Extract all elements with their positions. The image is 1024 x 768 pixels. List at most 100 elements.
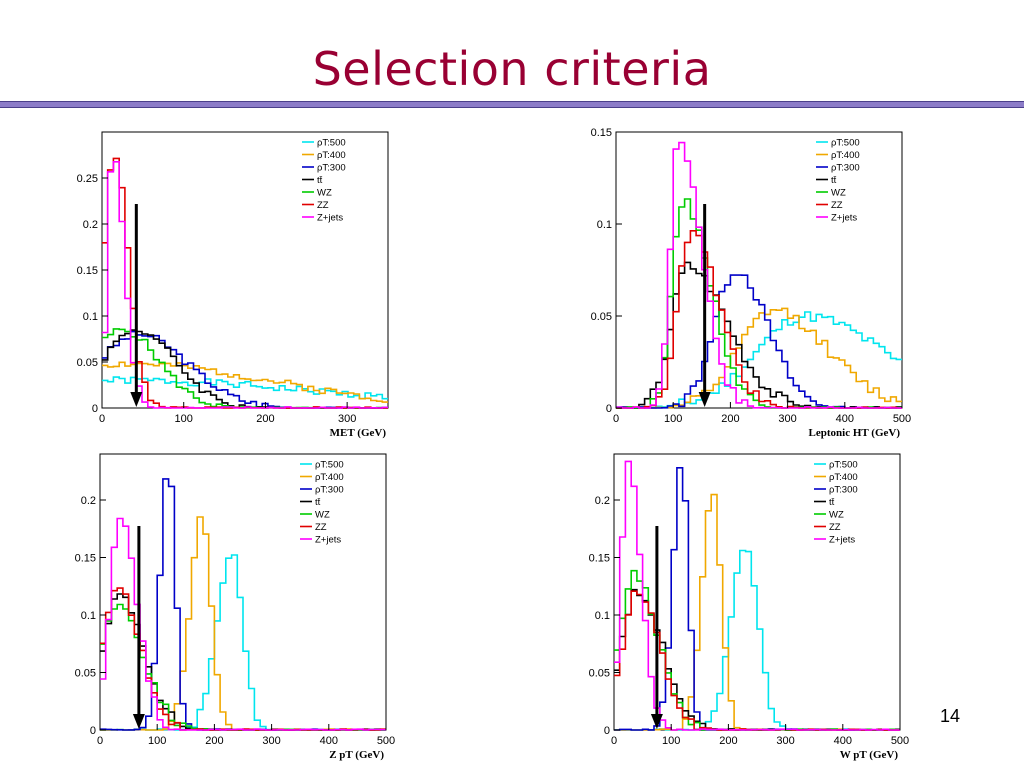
x-tick-label: 400 bbox=[836, 413, 854, 425]
x-tick-label: 400 bbox=[320, 735, 338, 747]
x-tick-label: 500 bbox=[891, 735, 909, 747]
y-tick-label: 0.1 bbox=[81, 610, 96, 622]
y-tick-label: 0.1 bbox=[83, 311, 98, 323]
chart-svg: 0 0.05 0.1 0.15 0.2 0.25 0 100 200 300 MET (GeV) ρT… bbox=[77, 131, 389, 439]
legend-label: tt̄ bbox=[831, 175, 837, 186]
legend-label: ZZ bbox=[829, 522, 841, 533]
legend-label: ρT:300 bbox=[829, 485, 858, 496]
legend-label: ρT:400 bbox=[829, 472, 858, 483]
legend-label: ρT:500 bbox=[831, 138, 860, 149]
series-line-rho500 bbox=[100, 554, 386, 731]
legend-label: ZZ bbox=[317, 200, 329, 211]
series-line-zjets bbox=[614, 460, 900, 731]
legend-label: ρT:300 bbox=[317, 163, 346, 174]
chart-svg: 0 0.05 0.1 0.15 0.2 0 100 200 300 400 500 Z pT (GeV… bbox=[75, 453, 395, 761]
series-line-zjets bbox=[102, 161, 388, 409]
cut-arrow bbox=[698, 204, 711, 407]
x-tick-label: 200 bbox=[205, 735, 223, 747]
legend-label: ρT:500 bbox=[829, 460, 858, 471]
legend-label: Z+jets bbox=[317, 213, 343, 224]
legend-label: ρT:500 bbox=[315, 460, 344, 471]
x-axis-label: Leptonic HT (GeV) bbox=[809, 427, 901, 439]
x-axis-label: MET (GeV) bbox=[330, 427, 387, 439]
y-tick-label: 0.1 bbox=[595, 610, 610, 622]
y-tick-label: 0.05 bbox=[589, 668, 610, 680]
y-tick-label: 0.2 bbox=[595, 495, 610, 507]
x-tick-label: 200 bbox=[256, 413, 274, 425]
x-tick-label: 500 bbox=[893, 413, 911, 425]
x-tick-label: 200 bbox=[721, 413, 739, 425]
y-tick-label: 0 bbox=[92, 403, 98, 415]
y-tick-label: 0.05 bbox=[75, 668, 96, 680]
x-tick-label: 0 bbox=[611, 735, 617, 747]
x-tick-label: 100 bbox=[662, 735, 680, 747]
y-tick-label: 0.05 bbox=[77, 357, 98, 369]
y-tick-label: 0.2 bbox=[83, 219, 98, 231]
chart-met: 0 0.05 0.1 0.15 0.2 0.25 0 100 200 300 MET (GeV) ρT… bbox=[58, 124, 398, 442]
page-number: 14 bbox=[940, 706, 961, 726]
x-tick-label: 100 bbox=[175, 413, 193, 425]
legend-label: Z+jets bbox=[829, 535, 855, 546]
series-line-rho400 bbox=[102, 361, 388, 403]
y-tick-label: 0.1 bbox=[597, 219, 612, 231]
legend-label: tt̄ bbox=[317, 175, 323, 186]
x-tick-label: 300 bbox=[776, 735, 794, 747]
x-tick-label: 100 bbox=[148, 735, 166, 747]
y-tick-label: 0 bbox=[606, 403, 612, 415]
x-tick-label: 0 bbox=[99, 413, 105, 425]
x-tick-label: 0 bbox=[613, 413, 619, 425]
legend-label: WZ bbox=[315, 510, 330, 521]
chart-w-pt: 0 0.05 0.1 0.15 0.2 0 100 200 300 400 500 W pT (GeV… bbox=[570, 446, 910, 764]
legend-label: ρT:400 bbox=[315, 472, 344, 483]
series-line-zjets bbox=[100, 517, 386, 731]
legend-label: ρT:500 bbox=[317, 138, 346, 149]
legend-label: ρT:400 bbox=[317, 150, 346, 161]
y-tick-label: 0.25 bbox=[77, 173, 98, 185]
y-tick-label: 0.2 bbox=[81, 495, 96, 507]
y-tick-label: 0.15 bbox=[591, 127, 612, 139]
y-tick-label: 0.15 bbox=[75, 553, 96, 565]
legend-label: tt̄ bbox=[315, 497, 321, 508]
y-tick-label: 0 bbox=[604, 725, 610, 737]
chart-svg: 0 0.05 0.1 0.15 0.2 0 100 200 300 400 500 W pT (GeV… bbox=[589, 453, 909, 761]
x-tick-label: 300 bbox=[338, 413, 356, 425]
series-line-wz bbox=[102, 328, 388, 409]
x-tick-label: 300 bbox=[778, 413, 796, 425]
y-tick-label: 0.05 bbox=[591, 311, 612, 323]
x-axis-label: Z pT (GeV) bbox=[329, 749, 384, 761]
cut-arrow bbox=[130, 204, 143, 407]
chart-svg: 0 0.05 0.1 0.15 0 100 200 300 400 500 Leptonic HT … bbox=[591, 127, 912, 439]
y-tick-label: 0.15 bbox=[589, 553, 610, 565]
cut-arrow bbox=[132, 526, 145, 729]
legend-label: ZZ bbox=[315, 522, 327, 533]
legend-label: Z+jets bbox=[315, 535, 341, 546]
legend-label: tt̄ bbox=[829, 497, 835, 508]
legend-label: WZ bbox=[831, 188, 846, 199]
title-rule bbox=[0, 101, 1024, 108]
x-tick-label: 200 bbox=[719, 735, 737, 747]
legend-label: ρT:300 bbox=[315, 485, 344, 496]
x-tick-label: 400 bbox=[834, 735, 852, 747]
x-tick-label: 100 bbox=[664, 413, 682, 425]
legend-label: WZ bbox=[829, 510, 844, 521]
x-tick-label: 300 bbox=[262, 735, 280, 747]
chart-leptonic-ht: 0 0.05 0.1 0.15 0 100 200 300 400 500 Leptonic HT … bbox=[572, 124, 912, 442]
chart-z-pt: 0 0.05 0.1 0.15 0.2 0 100 200 300 400 500 Z pT (GeV… bbox=[56, 446, 396, 764]
series-line-zz bbox=[102, 157, 388, 409]
legend-label: WZ bbox=[317, 188, 332, 199]
y-tick-label: 0 bbox=[90, 725, 96, 737]
series-line-rho300 bbox=[102, 330, 388, 409]
series-line-rho500 bbox=[102, 376, 388, 400]
series-line-ttbar bbox=[102, 329, 388, 409]
y-tick-label: 0.15 bbox=[77, 265, 98, 277]
series-line-ttbar bbox=[616, 261, 902, 409]
x-tick-label: 500 bbox=[377, 735, 395, 747]
legend-label: ZZ bbox=[831, 200, 843, 211]
series-line-zjets bbox=[616, 141, 902, 409]
x-tick-label: 0 bbox=[97, 735, 103, 747]
legend-label: ρT:400 bbox=[831, 150, 860, 161]
legend-label: Z+jets bbox=[831, 213, 857, 224]
